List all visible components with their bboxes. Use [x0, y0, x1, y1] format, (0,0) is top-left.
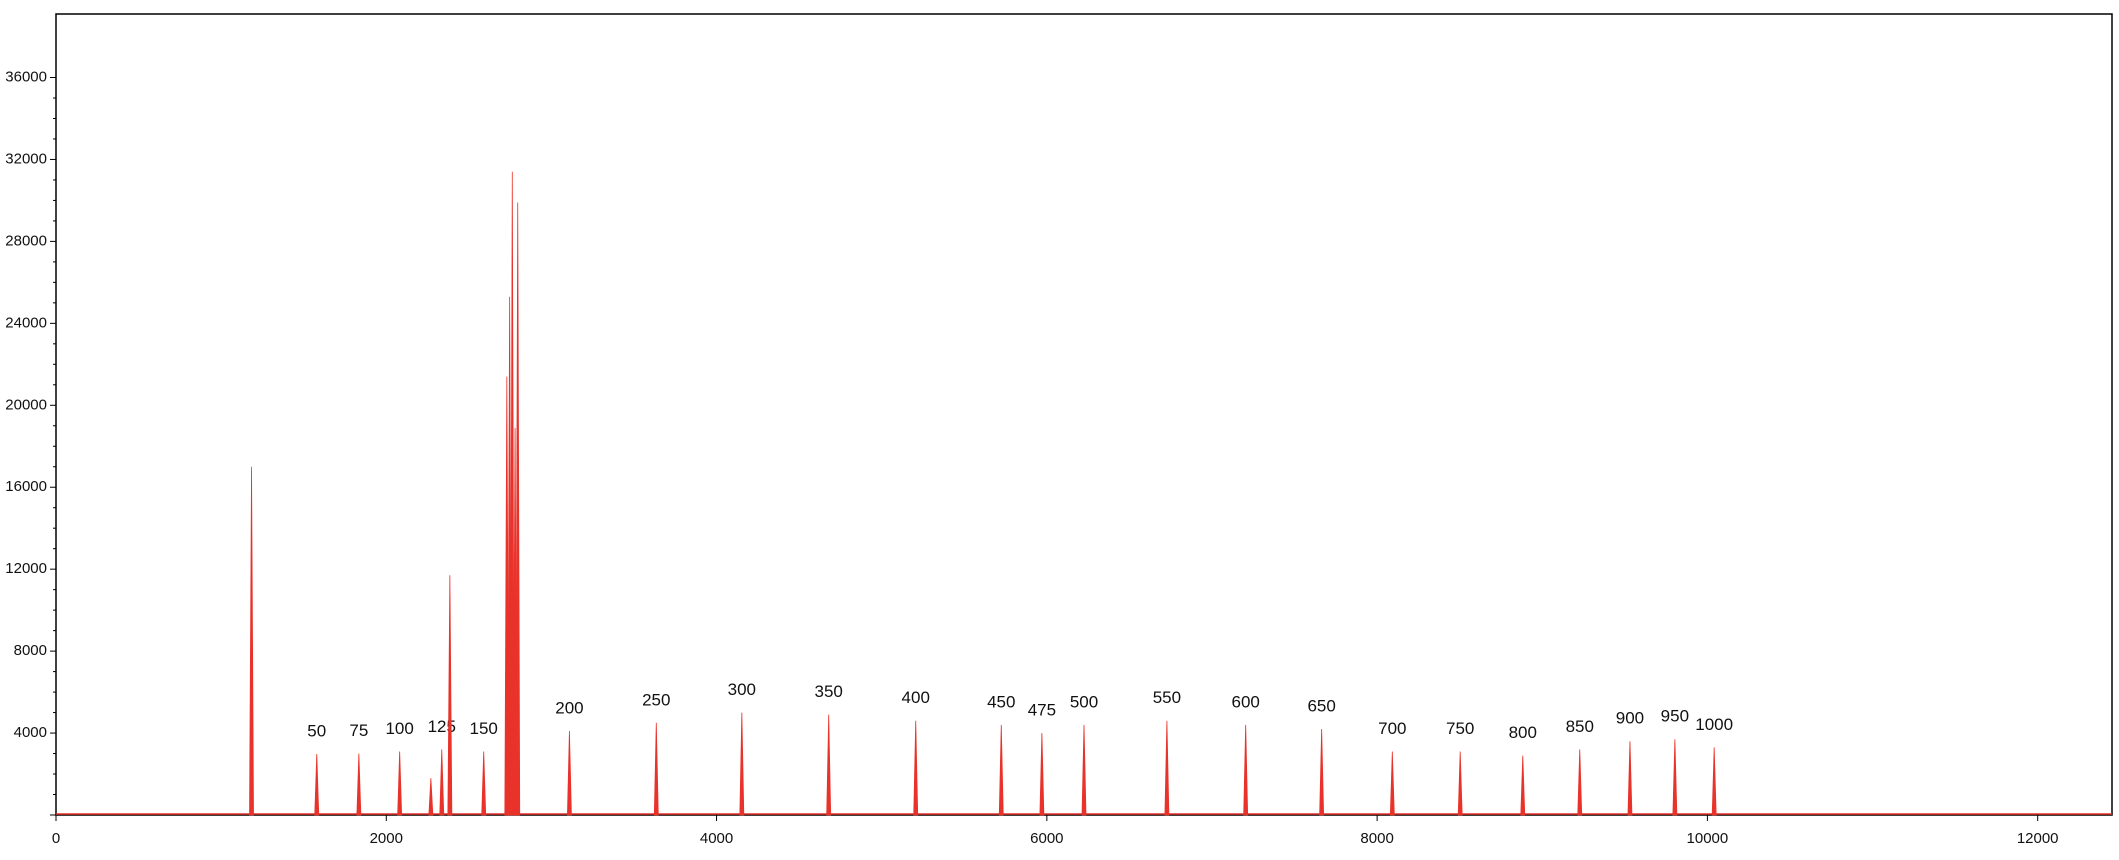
peak	[249, 466, 254, 816]
peak-label: 250	[642, 690, 670, 709]
peak	[1672, 739, 1678, 816]
peak	[515, 202, 521, 816]
peak-label: 800	[1509, 723, 1537, 742]
peak	[653, 722, 659, 816]
peak	[314, 753, 320, 816]
x-tick-label: 8000	[1360, 830, 1393, 847]
peak-label: 600	[1231, 692, 1259, 711]
peak-label: 400	[902, 688, 930, 707]
peak-label: 700	[1378, 719, 1406, 738]
peak	[1319, 728, 1325, 816]
peak-label: 950	[1661, 707, 1689, 726]
y-tick-label: 16000	[5, 478, 47, 495]
y-tick-label: 20000	[5, 396, 47, 413]
peak	[481, 751, 487, 816]
peak	[1627, 741, 1633, 816]
peak	[739, 712, 745, 816]
peak-label: 100	[385, 719, 413, 738]
y-tick-label: 36000	[5, 68, 47, 85]
peak-label: 750	[1446, 719, 1474, 738]
peak	[1457, 751, 1463, 816]
peak-label: 150	[470, 719, 498, 738]
peak	[1389, 751, 1395, 816]
y-tick-label: 28000	[5, 232, 47, 249]
peak-label: 300	[728, 680, 756, 699]
y-tick-label: 8000	[14, 642, 47, 659]
peak-label: 1000	[1695, 715, 1733, 734]
peak-label: 550	[1153, 688, 1181, 707]
peak	[509, 171, 515, 816]
peak-label: 50	[307, 721, 326, 740]
plot-frame	[55, 13, 2113, 816]
peak	[1520, 755, 1526, 816]
peak-label: 650	[1307, 696, 1335, 715]
peak	[913, 720, 919, 816]
peak	[1039, 733, 1045, 816]
peak	[567, 730, 572, 816]
peak	[356, 753, 362, 816]
x-tick-label: 10000	[1687, 830, 1729, 847]
peak	[428, 778, 434, 816]
y-tick-label: 12000	[5, 560, 47, 577]
peak	[1164, 720, 1170, 816]
x-tick-label: 12000	[2017, 830, 2059, 847]
peak	[1081, 724, 1087, 816]
peak-label: 475	[1028, 701, 1056, 720]
peak	[439, 749, 445, 816]
peak	[998, 724, 1004, 816]
peak-label: 900	[1616, 709, 1644, 728]
peak-label: 500	[1070, 692, 1098, 711]
peak	[1243, 724, 1249, 816]
x-tick-label: 0	[52, 830, 60, 847]
peak-label: 350	[815, 682, 843, 701]
x-tick-label: 6000	[1030, 830, 1063, 847]
peak-label: 125	[428, 717, 456, 736]
peak	[1711, 747, 1717, 816]
peak	[397, 751, 403, 816]
peak	[826, 714, 832, 816]
y-tick-label: 24000	[5, 314, 47, 331]
peak-label: 450	[987, 692, 1015, 711]
peak-label: 850	[1566, 717, 1594, 736]
x-tick-label: 2000	[370, 830, 403, 847]
peak-label: 200	[555, 698, 583, 717]
y-tick-label: 32000	[5, 150, 47, 167]
peak	[1577, 749, 1583, 816]
peak	[447, 575, 453, 816]
y-tick-label: 4000	[14, 724, 47, 741]
x-tick-label: 4000	[700, 830, 733, 847]
peak-label: 75	[349, 721, 368, 740]
